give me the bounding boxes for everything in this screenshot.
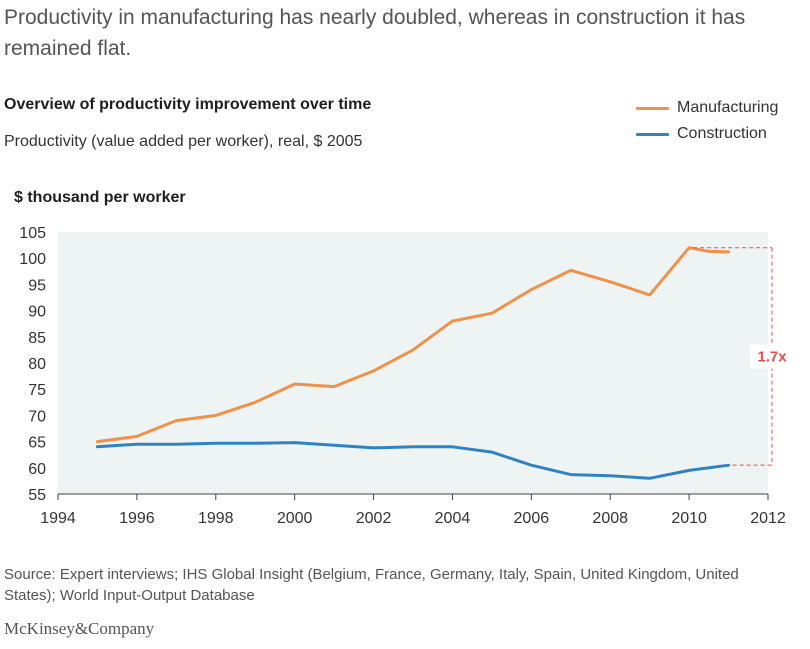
y-tick-label-85: 85 bbox=[28, 330, 46, 347]
x-tick-label-2008: 2008 bbox=[592, 510, 628, 527]
legend-item-manufacturing: Manufacturing bbox=[636, 95, 778, 121]
construction-line bbox=[95, 441, 731, 480]
x-tick-label-2012: 2012 bbox=[750, 510, 786, 527]
legend-label-construction: Construction bbox=[677, 125, 767, 142]
y-tick-label-90: 90 bbox=[28, 304, 46, 321]
legend-item-construction: Construction bbox=[636, 121, 778, 147]
units-note: Productivity (value added per worker), r… bbox=[4, 133, 363, 150]
x-tick-label-1998: 1998 bbox=[198, 510, 234, 527]
legend: Manufacturing Construction bbox=[636, 95, 778, 147]
legend-swatch-construction bbox=[636, 132, 669, 136]
y-tick-label-65: 65 bbox=[28, 435, 46, 452]
annotation-ratio-label: 1.7x bbox=[757, 348, 787, 365]
x-tick-label-2004: 2004 bbox=[435, 510, 471, 527]
x-tick-label-2002: 2002 bbox=[356, 510, 392, 527]
x-tick-label-2006: 2006 bbox=[514, 510, 550, 527]
plot-area bbox=[58, 232, 768, 494]
y-tick-label-60: 60 bbox=[28, 461, 46, 478]
mckinsey-logo: McKinsey&Company bbox=[4, 619, 155, 638]
line-chart: 1994 1996 1998 2000 2002 2004 2006 2008 2010 2012… bbox=[19, 225, 794, 527]
chart-subtitle: Overview of productivity improvement ove… bbox=[4, 96, 372, 113]
chart-headline: Productivity in manufacturing has nearly… bbox=[4, 6, 746, 60]
source-note: Source: Expert interviews; IHS Global In… bbox=[4, 566, 739, 604]
y-tick-label-70: 70 bbox=[28, 408, 46, 425]
y-tick-label-80: 80 bbox=[28, 356, 46, 373]
x-tick-label-2010: 2010 bbox=[671, 510, 707, 527]
legend-label-manufacturing: Manufacturing bbox=[677, 99, 779, 116]
y-tick-label-75: 75 bbox=[28, 382, 46, 399]
manufacturing-line bbox=[95, 246, 731, 444]
annotation-label-bg bbox=[750, 344, 794, 369]
legend-swatch-manufacturing bbox=[636, 106, 669, 110]
y-tick-label-100: 100 bbox=[19, 251, 46, 268]
y-axis-label: $ thousand per worker bbox=[14, 189, 186, 206]
y-tick-label-105: 105 bbox=[19, 225, 46, 242]
y-tick-label-55: 55 bbox=[28, 487, 46, 504]
y-tick-label-95: 95 bbox=[28, 277, 46, 294]
x-tick-label-1996: 1996 bbox=[119, 510, 155, 527]
x-tick-label-1994: 1994 bbox=[40, 510, 76, 527]
x-tick-label-2000: 2000 bbox=[277, 510, 313, 527]
